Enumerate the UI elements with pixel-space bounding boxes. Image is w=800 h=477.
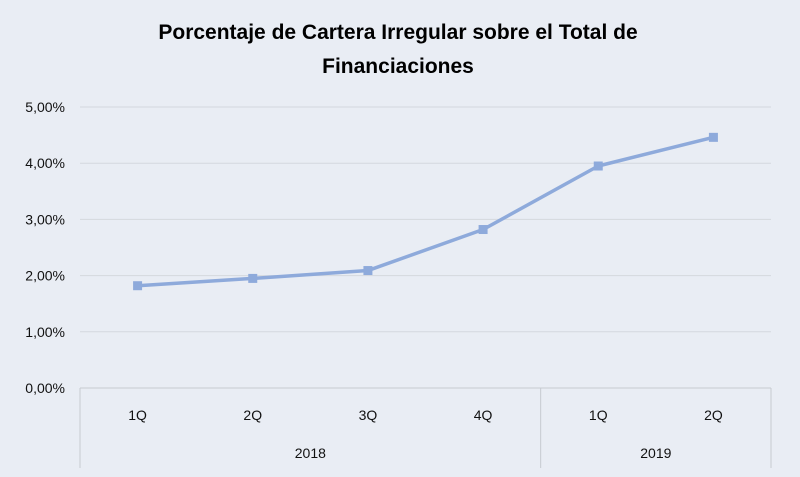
x-group-label: 2018 (295, 445, 326, 461)
x-tick-label: 3Q (359, 407, 378, 423)
y-tick-label: 1,00% (25, 324, 65, 340)
y-tick-label: 2,00% (25, 268, 65, 284)
chart-title-line-1: Porcentaje de Cartera Irregular sobre el… (158, 21, 637, 44)
x-tick-label: 4Q (474, 407, 493, 423)
x-tick-label: 1Q (589, 407, 608, 423)
y-tick-label: 3,00% (25, 211, 65, 227)
x-group-label: 2019 (640, 445, 671, 461)
data-point-marker (363, 266, 373, 276)
x-tick-label: 1Q (128, 407, 147, 423)
y-tick-label: 4,00% (25, 155, 65, 171)
x-tick-label: 2Q (704, 407, 723, 423)
data-point-marker (593, 161, 603, 171)
data-point-marker (248, 273, 258, 283)
data-point-marker (708, 132, 718, 142)
x-tick-label: 2Q (243, 407, 262, 423)
data-point-marker (133, 281, 143, 291)
data-point-marker (478, 225, 488, 235)
y-tick-label: 5,00% (25, 99, 65, 115)
series-line (135, 135, 716, 288)
y-tick-label: 0,00% (25, 380, 65, 396)
chart-title-line-2: Financiaciones (322, 55, 474, 78)
